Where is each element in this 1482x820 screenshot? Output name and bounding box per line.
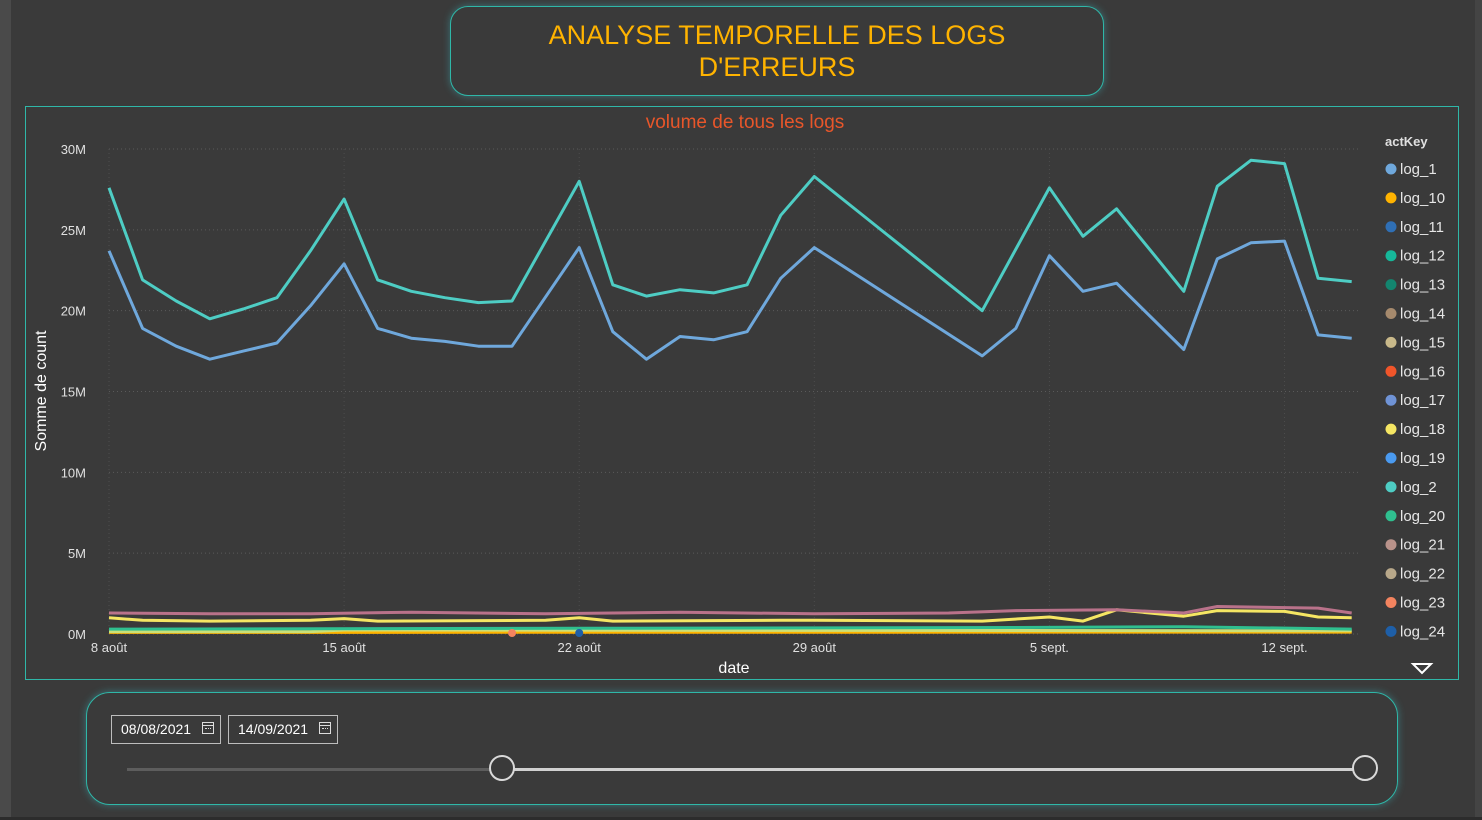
x-axis-title: date	[718, 660, 749, 677]
left-panel-edge	[0, 0, 11, 820]
legend-marker	[1385, 625, 1397, 637]
x-tick-label: 22 août	[558, 640, 602, 655]
legend-marker	[1385, 481, 1397, 493]
legend-item-log-13: log_13	[1400, 277, 1445, 294]
legend-marker	[1385, 394, 1397, 406]
legend-item-log-14: log_14	[1400, 306, 1445, 323]
right-panel-edge	[1475, 0, 1482, 820]
page-title-card: ANALYSE TEMPORELLE DES LOGS D'ERREURS	[450, 6, 1104, 96]
legend-item-log-22: log_22	[1400, 566, 1445, 583]
legend-marker	[1385, 539, 1397, 551]
y-tick-label: 15M	[61, 385, 86, 400]
bottom-panel-edge	[0, 817, 1482, 820]
legend-marker	[1385, 336, 1397, 348]
legend-marker	[1385, 308, 1397, 319]
x-tick-label: 5 sept.	[1030, 640, 1069, 655]
legend-marker	[1385, 250, 1397, 262]
legend-marker	[1385, 365, 1397, 377]
legend-marker	[1385, 279, 1397, 291]
series-line-log-1[interactable]	[107, 239, 1352, 361]
legend-item-log-23: log_23	[1400, 595, 1445, 612]
legend-item-log-18: log_18	[1400, 421, 1445, 438]
page-title-line-2: D'ERREURS	[698, 52, 856, 82]
legend-item-log-16: log_16	[1400, 363, 1445, 380]
legend-item-log-19: log_19	[1400, 450, 1445, 467]
y-tick-label: 5M	[68, 546, 86, 561]
legend-item-log-15: log_15	[1400, 334, 1445, 351]
end-date-input[interactable]: 14/09/2021	[228, 715, 338, 744]
end-date-value: 14/09/2021	[238, 721, 309, 737]
date-range-slicer[interactable]: 08/08/2021 14/09/2021	[86, 692, 1398, 805]
slider-track-selected[interactable]	[502, 768, 1365, 771]
y-tick-label: 10M	[61, 465, 86, 480]
legend-item-log-1: log_1	[1400, 161, 1437, 178]
start-date-value: 08/08/2021	[121, 721, 192, 737]
start-date-input[interactable]: 08/08/2021	[111, 715, 221, 744]
chart-canvas[interactable]: volume de tous les logs 0M 5M 10M 15M 20M 25M 3…	[26, 107, 1458, 679]
page-title-line-1: ANALYSE TEMPORELLE DES LOGS	[548, 20, 1006, 50]
legend-item-log-17: log_17	[1400, 392, 1445, 409]
y-axis-title: Somme de count	[33, 330, 50, 452]
legend-marker	[1385, 452, 1397, 464]
y-tick-label: 0M	[68, 627, 86, 642]
chevron-down-icon[interactable]	[1410, 663, 1434, 675]
legend-marker	[1385, 568, 1397, 580]
slider-track-inactive[interactable]	[127, 768, 502, 771]
data-point-log-23[interactable]	[508, 629, 517, 637]
y-tick-label: 30M	[61, 142, 86, 157]
series-line-log-15[interactable]	[109, 628, 1352, 634]
chart-title: volume de tous les logs	[646, 112, 845, 133]
calendar-icon[interactable]	[202, 722, 214, 734]
legend-marker	[1385, 163, 1397, 175]
legend-title: actKey	[1385, 134, 1428, 149]
slider-end-handle[interactable]	[1352, 755, 1378, 781]
series-line-log-21[interactable]	[108, 605, 1352, 616]
legend-marker	[1385, 221, 1397, 233]
legend-marker	[1385, 423, 1397, 435]
x-tick-label: 29 août	[793, 640, 837, 655]
legend-marker	[1385, 192, 1397, 204]
legend-marker	[1385, 510, 1397, 522]
legend-item-log-10: log_10	[1400, 190, 1445, 207]
x-tick-label: 12 sept.	[1261, 640, 1307, 655]
legend-item-log-20: log_20	[1400, 508, 1445, 525]
series-line-log-2[interactable]	[107, 158, 1352, 321]
legend-marker	[1385, 597, 1397, 608]
legend-item-log-11: log_11	[1400, 219, 1444, 236]
series-line-log-20[interactable]	[108, 625, 1352, 631]
legend-item-log-24: log_24	[1400, 623, 1445, 640]
data-point-log-24[interactable]	[575, 629, 584, 637]
x-tick-label: 8 août	[91, 640, 128, 655]
line-chart-visual[interactable]: volume de tous les logs 0M 5M 10M 15M 20M 25M 3…	[25, 106, 1459, 680]
legend-item-log-12: log_12	[1400, 248, 1445, 265]
x-tick-label: 15 août	[322, 640, 366, 655]
calendar-icon[interactable]	[319, 722, 331, 734]
legend-item-log-2: log_2	[1400, 479, 1437, 496]
y-tick-label: 25M	[61, 223, 86, 238]
slider-start-handle[interactable]	[489, 755, 515, 781]
series-line-log-18[interactable]	[108, 608, 1352, 623]
legend-item-log-21: log_21	[1400, 537, 1445, 554]
y-tick-label: 20M	[61, 304, 86, 319]
